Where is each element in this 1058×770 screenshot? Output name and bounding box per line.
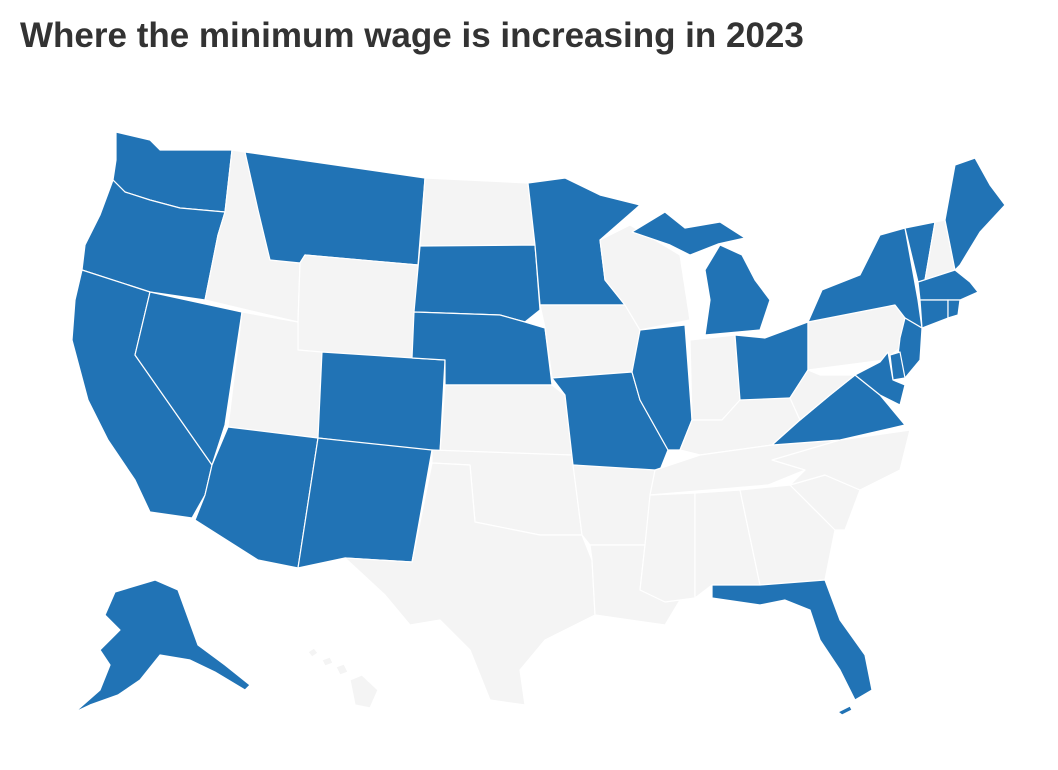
- state-hi[interactable]: [307, 647, 379, 709]
- state-ct[interactable]: [919, 299, 949, 329]
- state-ny[interactable]: [807, 227, 923, 329]
- state-ak[interactable]: [74, 579, 251, 713]
- state-nv[interactable]: [134, 291, 243, 466]
- state-md[interactable]: [854, 351, 906, 406]
- state-mt[interactable]: [244, 151, 426, 266]
- state-mi[interactable]: [704, 244, 771, 336]
- state-in[interactable]: [689, 334, 741, 421]
- state-co[interactable]: [317, 351, 446, 453]
- state-ia[interactable]: [539, 304, 641, 379]
- state-ms[interactable]: [639, 492, 696, 603]
- page-title: Where the minimum wage is increasing in …: [20, 16, 804, 55]
- state-ri[interactable]: [947, 299, 961, 319]
- state-ar[interactable]: [572, 464, 656, 546]
- state-ks[interactable]: [439, 384, 573, 456]
- state-il[interactable]: [631, 324, 693, 451]
- state-me[interactable]: [944, 157, 1006, 271]
- state-tx[interactable]: [344, 462, 596, 706]
- state-wy[interactable]: [297, 254, 419, 363]
- state-ga[interactable]: [739, 484, 836, 586]
- state-fl[interactable]: [711, 579, 873, 701]
- state-sd[interactable]: [413, 244, 541, 323]
- state-mi-upper[interactable]: [631, 211, 746, 256]
- state-fl-keys[interactable]: [837, 705, 853, 716]
- state-nc[interactable]: [771, 429, 911, 491]
- state-nm[interactable]: [297, 437, 433, 569]
- state-nd[interactable]: [419, 177, 536, 247]
